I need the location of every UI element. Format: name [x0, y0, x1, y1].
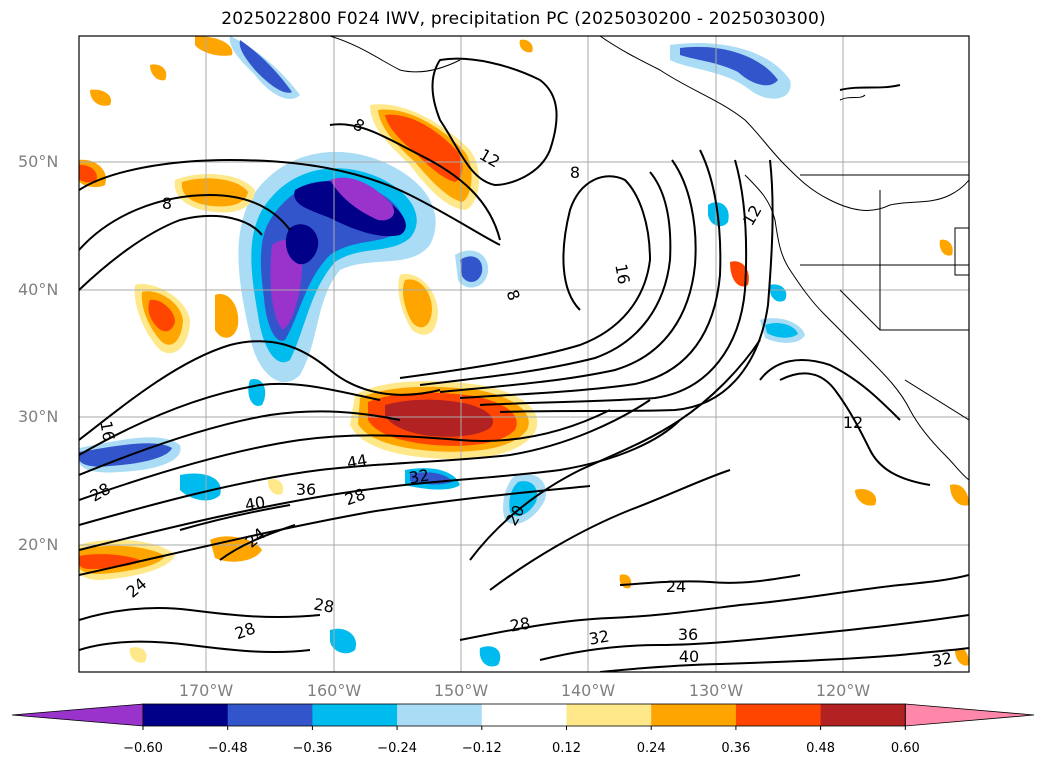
- colorbar-tick-label: −0.36: [292, 741, 333, 756]
- colorbar-tick-label: 0.60: [890, 741, 920, 756]
- lon-label-170w: 170°W: [178, 681, 234, 700]
- contour-label: 28: [508, 613, 531, 635]
- negative-anomaly-shading: [79, 36, 805, 667]
- lon-label-160w: 160°W: [306, 681, 362, 700]
- coastlines: [329, 36, 969, 481]
- colorbar-segment: [566, 704, 652, 726]
- contour-label: 40: [679, 647, 699, 666]
- map-plot-area: [79, 36, 969, 672]
- map-title: 2025022800 F024 IWV, precipitation PC (2…: [221, 9, 826, 29]
- colorbar-segment: [820, 704, 906, 726]
- colorbar-segment: [481, 704, 567, 726]
- colorbar-tick-label: −0.24: [377, 741, 418, 756]
- iwv-contours: [79, 57, 969, 672]
- colorbar-tick-label: −0.12: [461, 741, 502, 756]
- contour-label: 28: [312, 594, 335, 616]
- contour-label: 8: [162, 194, 172, 213]
- colorbar-tick-label: 0.12: [552, 741, 581, 756]
- contour-label: 8: [570, 163, 580, 182]
- colorbar-tick-label: −0.48: [207, 741, 248, 756]
- colorbar-frame: [142, 703, 906, 727]
- plot-frame: [78, 35, 970, 673]
- contour-label: 16: [96, 419, 118, 442]
- colorbar-segment: [227, 704, 313, 726]
- colorbar-tick-label: 0.48: [806, 741, 836, 756]
- colorbar: [11, 703, 1035, 730]
- contour-label: 12: [843, 413, 863, 432]
- graticule: [79, 36, 969, 672]
- colorbar-segment: [143, 704, 229, 726]
- contour-label: 32: [407, 465, 430, 487]
- contour-label: 32: [930, 648, 953, 670]
- colorbar-extend-min: [11, 703, 144, 727]
- colorbar-extend-max: [904, 703, 1035, 727]
- contour-label: 36: [296, 480, 316, 499]
- lat-label-40n: 40°N: [18, 280, 59, 299]
- lon-label-120w: 120°W: [815, 681, 871, 700]
- colorbar-tick-label: −0.60: [123, 741, 163, 756]
- contour-label: 44: [345, 450, 368, 472]
- contour-label: 32: [587, 626, 610, 648]
- colorbar-segment: [312, 704, 398, 726]
- lon-label-140w: 140°W: [560, 681, 616, 700]
- contour-label: 40: [243, 492, 266, 514]
- contour-label: 16: [611, 262, 633, 285]
- contour-label: 24: [666, 577, 686, 596]
- colorbar-tick-label: 0.24: [636, 741, 666, 756]
- lon-label-130w: 130°W: [688, 681, 744, 700]
- lat-label-50n: 50°N: [18, 152, 59, 171]
- lon-label-150w: 150°W: [433, 681, 489, 700]
- positive-anomaly-shading: [79, 36, 969, 666]
- colorbar-tick-label: 0.36: [721, 741, 751, 756]
- contour-label: 36: [678, 625, 698, 644]
- colorbar-segment: [397, 704, 483, 726]
- lat-label-20n: 20°N: [18, 535, 59, 554]
- colorbar-segment: [651, 704, 737, 726]
- colorbar-segment: [735, 704, 822, 726]
- lat-label-30n: 30°N: [18, 407, 59, 426]
